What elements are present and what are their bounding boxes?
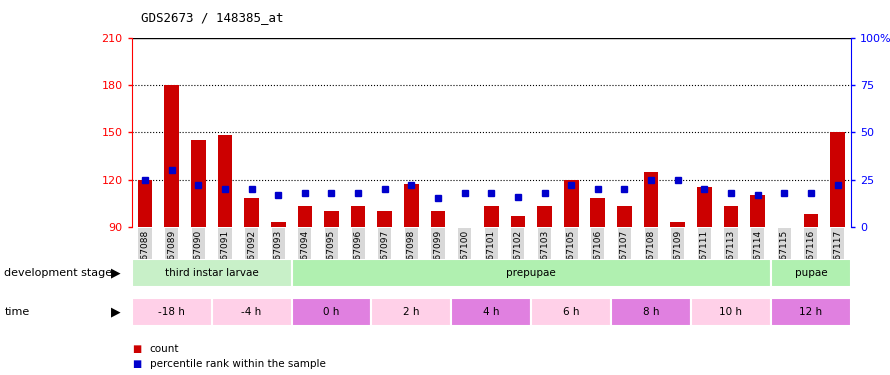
- Text: -4 h: -4 h: [241, 307, 262, 317]
- Bar: [643, 172, 659, 227]
- Bar: [771, 298, 851, 326]
- Bar: [212, 298, 292, 326]
- Bar: [691, 298, 771, 326]
- Bar: [292, 298, 371, 326]
- Text: 4 h: 4 h: [483, 307, 499, 317]
- Text: third instar larvae: third instar larvae: [165, 268, 258, 278]
- Text: pupae: pupae: [795, 268, 827, 278]
- Text: prepupae: prepupae: [506, 268, 556, 278]
- Text: GDS2673 / 148385_at: GDS2673 / 148385_at: [141, 11, 283, 24]
- Text: 0 h: 0 h: [323, 307, 340, 317]
- Text: 12 h: 12 h: [799, 307, 822, 317]
- Bar: [371, 298, 451, 326]
- Bar: [244, 198, 259, 227]
- Bar: [777, 227, 791, 232]
- Text: development stage: development stage: [4, 268, 112, 278]
- Text: percentile rank within the sample: percentile rank within the sample: [150, 359, 326, 369]
- Text: 8 h: 8 h: [643, 307, 659, 317]
- Text: count: count: [150, 344, 179, 354]
- Bar: [451, 298, 531, 326]
- Bar: [218, 135, 232, 227]
- Bar: [297, 206, 312, 227]
- Bar: [611, 298, 691, 326]
- Bar: [670, 222, 685, 227]
- Bar: [404, 184, 418, 227]
- Bar: [132, 298, 212, 326]
- Text: 6 h: 6 h: [563, 307, 579, 317]
- Bar: [292, 259, 771, 287]
- Bar: [531, 298, 611, 326]
- Bar: [538, 206, 552, 227]
- Bar: [132, 259, 292, 287]
- Bar: [511, 216, 525, 227]
- Text: time: time: [4, 307, 29, 317]
- Bar: [431, 211, 445, 227]
- Text: ■: ■: [132, 359, 141, 369]
- Bar: [351, 206, 366, 227]
- Bar: [271, 222, 286, 227]
- Bar: [457, 227, 472, 232]
- Text: ■: ■: [132, 344, 141, 354]
- Bar: [165, 85, 179, 227]
- Bar: [564, 180, 578, 227]
- Text: 10 h: 10 h: [719, 307, 742, 317]
- Bar: [804, 214, 818, 227]
- Bar: [324, 211, 339, 227]
- Text: ▶: ▶: [111, 266, 121, 279]
- Bar: [697, 188, 712, 227]
- Bar: [590, 198, 605, 227]
- Bar: [138, 180, 152, 227]
- Text: -18 h: -18 h: [158, 307, 185, 317]
- Bar: [830, 132, 845, 227]
- Bar: [617, 206, 632, 227]
- Bar: [724, 206, 739, 227]
- Bar: [484, 206, 498, 227]
- Text: ▶: ▶: [111, 306, 121, 319]
- Text: 2 h: 2 h: [403, 307, 419, 317]
- Bar: [750, 195, 765, 227]
- Bar: [191, 140, 206, 227]
- Bar: [771, 259, 851, 287]
- Bar: [377, 211, 392, 227]
